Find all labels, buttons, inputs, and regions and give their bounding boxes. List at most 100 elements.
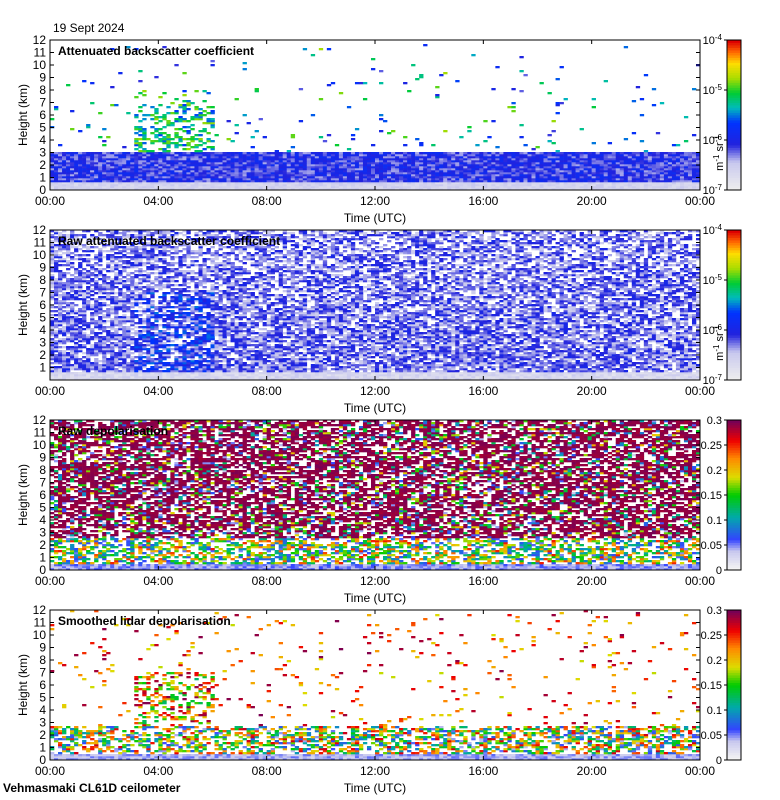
heatmap-cell xyxy=(411,64,416,67)
heatmap-cell xyxy=(555,186,560,189)
heatmap-cell xyxy=(691,176,697,179)
heatmap-cell xyxy=(110,342,115,345)
heatmap-cell xyxy=(134,362,139,365)
heatmap-cell xyxy=(206,106,211,109)
heatmap-cell xyxy=(511,152,516,155)
heatmap-cell xyxy=(98,264,103,267)
heatmap-cell xyxy=(162,132,167,135)
heatmap-cell xyxy=(142,294,147,297)
heatmap-cell xyxy=(130,162,135,165)
heatmap-cell xyxy=(302,168,308,171)
heatmap-cell xyxy=(70,316,75,319)
heatmap-cell xyxy=(98,154,103,157)
heatmap-cell xyxy=(86,270,91,273)
heatmap-cell xyxy=(547,166,552,169)
heatmap-cell xyxy=(631,168,637,171)
heatmap-cell xyxy=(86,160,91,163)
heatmap-cell xyxy=(619,152,625,155)
heatmap-cell xyxy=(122,292,127,295)
heatmap-cell xyxy=(623,46,629,49)
y-tick-label: 4 xyxy=(39,133,46,147)
heatmap-cell xyxy=(78,372,83,375)
heatmap-cell xyxy=(58,186,63,189)
heatmap-cell xyxy=(126,352,131,355)
heatmap-cell xyxy=(507,168,512,171)
heatmap-cell xyxy=(146,340,151,343)
heatmap-cell xyxy=(78,266,83,269)
heatmap-cell xyxy=(643,74,649,77)
heatmap-cell xyxy=(338,180,344,183)
heatmap-cell xyxy=(110,308,115,311)
heatmap-cell xyxy=(134,254,139,257)
heatmap-cell xyxy=(491,156,496,159)
heatmap-cell xyxy=(383,156,388,159)
heatmap-cell xyxy=(62,230,67,233)
heatmap-cell xyxy=(158,154,163,157)
heatmap-cell xyxy=(222,154,227,157)
heatmap-cell xyxy=(675,186,681,189)
heatmap-cell xyxy=(330,180,336,183)
heatmap-cell xyxy=(50,246,55,249)
colorbar-swatch xyxy=(727,120,741,123)
heatmap-cell xyxy=(66,338,71,341)
heatmap-cell xyxy=(559,186,564,189)
heatmap-cell xyxy=(230,188,235,191)
heatmap-cell xyxy=(210,178,215,181)
heatmap-cell xyxy=(90,330,95,333)
heatmap-cell xyxy=(122,254,127,257)
heatmap-cell xyxy=(138,336,143,339)
heatmap-cell xyxy=(346,148,352,151)
heatmap-cell xyxy=(683,170,689,173)
heatmap-cell xyxy=(286,150,292,153)
heatmap-cell xyxy=(98,160,103,163)
heatmap-cell xyxy=(74,154,79,157)
heatmap-cell xyxy=(431,174,436,177)
colorbar-swatch xyxy=(727,62,741,66)
heatmap-cell xyxy=(655,172,661,175)
heatmap-cell xyxy=(423,152,428,155)
heatmap-cell xyxy=(375,170,380,173)
heatmap-cell xyxy=(322,156,328,159)
heatmap-cell xyxy=(62,236,67,239)
heatmap-cell xyxy=(74,156,79,159)
heatmap-cell xyxy=(647,166,653,169)
heatmap-cell xyxy=(643,156,649,159)
heatmap-cell xyxy=(122,342,127,345)
heatmap-cell xyxy=(483,182,488,185)
heatmap-cell xyxy=(499,184,504,187)
heatmap-cell xyxy=(86,240,91,243)
heatmap-cell xyxy=(202,178,207,181)
heatmap-cell xyxy=(459,160,464,163)
heatmap-cell xyxy=(142,242,147,245)
heatmap-cell xyxy=(194,90,199,93)
heatmap-cell xyxy=(214,176,219,179)
heatmap-cell xyxy=(102,250,107,253)
heatmap-cell xyxy=(551,176,556,179)
heatmap-cell xyxy=(82,158,87,161)
heatmap-cell xyxy=(258,152,263,155)
heatmap-cell xyxy=(250,156,255,159)
heatmap-cell xyxy=(130,314,135,317)
heatmap-cell xyxy=(687,188,693,191)
heatmap-cell xyxy=(70,296,75,299)
heatmap-cell xyxy=(234,166,239,169)
heatmap-cell xyxy=(118,340,123,343)
heatmap-cell xyxy=(399,184,404,187)
heatmap-cell xyxy=(471,180,476,183)
heatmap-cell xyxy=(543,158,548,161)
heatmap-cell xyxy=(254,182,259,185)
heatmap-cell xyxy=(270,182,275,185)
heatmap-cell xyxy=(687,160,693,163)
heatmap-cell xyxy=(495,166,500,169)
heatmap-cell xyxy=(338,170,344,173)
heatmap-cell xyxy=(495,156,500,159)
heatmap-cell xyxy=(479,174,484,177)
heatmap-cell xyxy=(262,158,267,161)
heatmap-cell xyxy=(647,162,653,165)
heatmap-cell xyxy=(463,178,468,181)
heatmap-cell xyxy=(106,186,111,189)
heatmap-cell xyxy=(86,156,91,159)
heatmap-cell xyxy=(110,86,115,89)
heatmap-cell xyxy=(278,154,284,157)
heatmap-cell xyxy=(599,184,604,187)
